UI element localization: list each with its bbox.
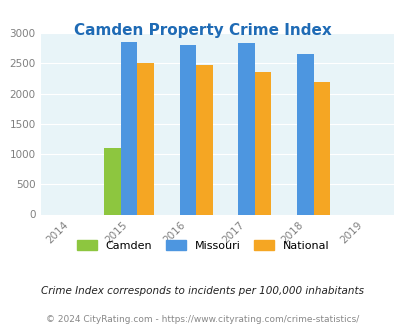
Bar [296,54,313,214]
Bar [313,82,329,214]
Bar [137,63,153,214]
Bar [104,148,120,214]
Legend: Camden, Missouri, National: Camden, Missouri, National [72,236,333,255]
Text: Camden Property Crime Index: Camden Property Crime Index [74,23,331,38]
Bar [196,65,212,214]
Bar [120,42,137,215]
Text: © 2024 CityRating.com - https://www.cityrating.com/crime-statistics/: © 2024 CityRating.com - https://www.city… [46,315,359,324]
Bar [179,45,196,214]
Text: Crime Index corresponds to incidents per 100,000 inhabitants: Crime Index corresponds to incidents per… [41,286,364,296]
Bar [238,43,254,214]
Bar [254,72,271,214]
